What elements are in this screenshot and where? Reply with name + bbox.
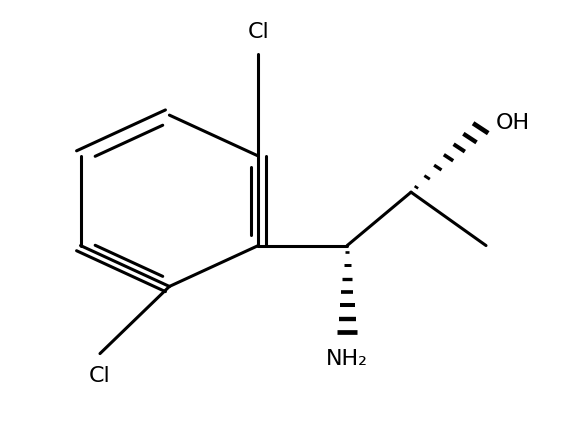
Text: Cl: Cl (89, 366, 111, 386)
Text: NH₂: NH₂ (326, 349, 368, 369)
Text: Cl: Cl (247, 22, 269, 42)
Text: OH: OH (496, 113, 530, 133)
